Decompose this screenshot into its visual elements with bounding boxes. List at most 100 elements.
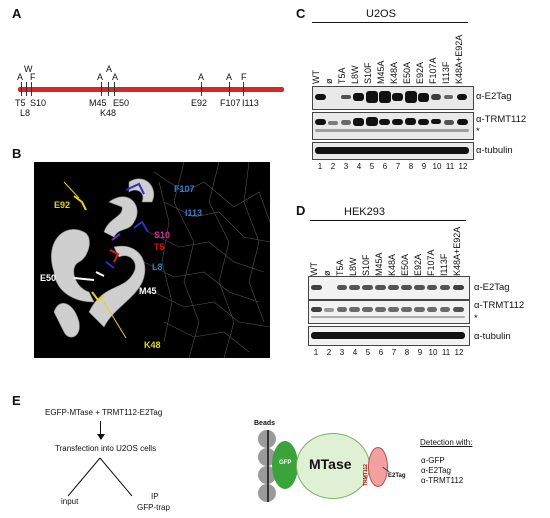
lane-number: 8 bbox=[404, 348, 410, 357]
residue-label-m45: M45 bbox=[139, 286, 157, 296]
bead-column bbox=[256, 430, 282, 502]
mut-bottom-label: T5 bbox=[15, 98, 26, 108]
mut-bottom-label: K48 bbox=[100, 108, 117, 118]
lane-label: M45A bbox=[376, 60, 386, 84]
panel-d-label: D bbox=[296, 203, 306, 218]
lane-number: 2 bbox=[330, 162, 336, 171]
lane-label: WT bbox=[311, 70, 321, 84]
mut-bottom-label: L8 bbox=[20, 108, 31, 118]
mut-bottom-label: I113 bbox=[242, 98, 259, 108]
mtase-label: MTase bbox=[309, 456, 352, 472]
mut-top-label: A bbox=[198, 72, 205, 82]
beads-label: Beads bbox=[254, 420, 276, 427]
lane-number: 6 bbox=[382, 162, 388, 171]
blot-d-tubulin bbox=[308, 326, 470, 346]
lane-label: T5A bbox=[335, 259, 345, 276]
lane-label: E50A bbox=[400, 253, 410, 276]
blot-d-e2tag bbox=[308, 276, 470, 300]
lane-label: K48A bbox=[389, 61, 399, 84]
antibody-label: α-TRMT112 bbox=[476, 114, 527, 125]
residue-label-t5: T5 bbox=[154, 242, 165, 252]
asterisk-label: * bbox=[476, 126, 480, 137]
lane-label: F107A bbox=[428, 57, 438, 84]
lane-label: S10F bbox=[363, 62, 373, 84]
protein-bar bbox=[18, 87, 284, 92]
lane-label: K48A+E92A bbox=[454, 34, 464, 84]
blot-c-e2tag bbox=[312, 86, 474, 110]
lane-number: 7 bbox=[395, 162, 401, 171]
antibody-label: α-E2Tag bbox=[474, 282, 510, 293]
residue-label-l8: L8 bbox=[152, 262, 163, 272]
lane-label: I113F bbox=[439, 253, 449, 276]
trmt112-domain bbox=[368, 447, 388, 487]
split-arrows bbox=[67, 457, 133, 497]
lane-label: L8W bbox=[350, 65, 360, 84]
asterisk-label: * bbox=[474, 313, 478, 324]
input-text: input bbox=[61, 497, 79, 506]
lane-label: M45A bbox=[374, 252, 384, 276]
mut-bottom-label: S10 bbox=[30, 98, 47, 108]
panel-d-title: HEK293 bbox=[344, 206, 385, 218]
lane-number: 9 bbox=[417, 348, 423, 357]
lane-number: 11 bbox=[441, 348, 451, 357]
gfp-trap-text: GFP-trap bbox=[137, 503, 170, 512]
mut-bottom-label: E50 bbox=[113, 98, 130, 108]
lane-label: T5A bbox=[337, 67, 347, 84]
mut-top-label: A bbox=[112, 72, 119, 82]
residue-label-e50: E50 bbox=[40, 273, 57, 283]
lane-number: 3 bbox=[343, 162, 349, 171]
structure-render bbox=[51, 162, 270, 358]
mut-top-label: A bbox=[226, 72, 233, 82]
lane-number: 10 bbox=[428, 348, 438, 357]
blot-c-tubulin bbox=[312, 142, 474, 160]
mut-bottom-label: M45 bbox=[89, 98, 107, 108]
lane-label: S10F bbox=[361, 254, 371, 276]
lane-number: 1 bbox=[317, 162, 323, 171]
lane-label: L8W bbox=[348, 257, 358, 276]
residue-label-s10: S10 bbox=[154, 230, 171, 240]
lane-numbers-c: 1 2 3 4 5 6 7 8 9 10 11 12 bbox=[312, 162, 472, 174]
blot-c-trmt112 bbox=[312, 112, 474, 140]
lane-number: 8 bbox=[408, 162, 414, 171]
detection-title: Detection with: bbox=[420, 438, 473, 447]
blot-d-trmt112 bbox=[308, 300, 470, 324]
lane-number: 5 bbox=[369, 162, 375, 171]
residue-label-i113: I113 bbox=[185, 208, 203, 218]
mut-top-label: F bbox=[241, 72, 247, 82]
lane-label: E92A bbox=[415, 61, 425, 84]
mut-bottom-label: E92 bbox=[191, 98, 208, 108]
panel-d-lane-labels: WT ø T5A L8W S10F M45A K48A E50A E92A F1… bbox=[309, 224, 470, 276]
transfection-text: Transfection into U2OS cells bbox=[55, 444, 157, 453]
gfp-label: GFP bbox=[279, 460, 292, 466]
residue-label-f107: F107 bbox=[174, 184, 195, 194]
ip-text: IP bbox=[151, 492, 159, 501]
detection-item: α-TRMT112 bbox=[421, 476, 464, 485]
panel-c-lane-labels: WT ø T5A L8W S10F M45A K48A E50A E92A F1… bbox=[311, 26, 472, 85]
mut-top-label: A bbox=[106, 64, 113, 74]
lane-number: 9 bbox=[421, 162, 427, 171]
construct-text: EGFP-MTase + TRMT112-E2Tag bbox=[45, 408, 163, 417]
lane-number: 7 bbox=[391, 348, 397, 357]
detection-item: α-GFP bbox=[421, 456, 445, 465]
trmt112-label: TRMT112 bbox=[363, 464, 369, 486]
lane-number: 4 bbox=[352, 348, 358, 357]
lane-label: ø bbox=[324, 78, 334, 85]
mut-top-label: F bbox=[30, 72, 36, 82]
lane-label: K48A bbox=[387, 253, 397, 276]
lane-label: E92A bbox=[413, 253, 423, 276]
residue-label-k48: K48 bbox=[144, 340, 161, 350]
lane-number: 6 bbox=[378, 348, 384, 357]
antibody-label: α-tubulin bbox=[476, 145, 513, 156]
antibody-label: α-TRMT112 bbox=[474, 300, 525, 311]
lane-label: E50A bbox=[402, 61, 412, 84]
lane-label: I113F bbox=[441, 61, 451, 84]
mut-top-label: A bbox=[17, 72, 24, 82]
mut-top-label: A bbox=[97, 72, 104, 82]
panel-c-label: C bbox=[296, 6, 306, 21]
protein-structure-image: F107 E92 I113 S10 T5 L8 E50 M45 K48 bbox=[34, 162, 270, 358]
lane-numbers-d: 1 2 3 4 5 6 7 8 9 10 11 12 bbox=[308, 348, 468, 360]
lane-label: K48A+E92A bbox=[452, 226, 462, 276]
antibody-label: α-E2Tag bbox=[476, 91, 512, 102]
panel-c-title: U2OS bbox=[366, 8, 396, 20]
lane-number: 5 bbox=[365, 348, 371, 357]
